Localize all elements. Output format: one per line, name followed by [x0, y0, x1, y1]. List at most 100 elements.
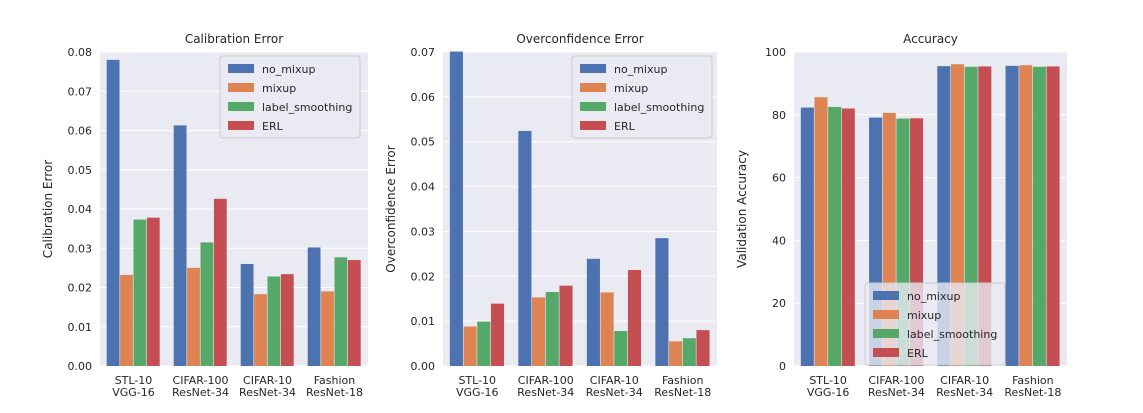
legend-swatch-no-mixup — [580, 64, 606, 73]
bar-mixup — [187, 267, 200, 366]
bar-no-mixup — [240, 263, 254, 366]
legend-swatch-mixup — [873, 310, 899, 319]
y-tick-label: 0.04 — [68, 203, 93, 216]
bar-no-mixup — [173, 125, 187, 367]
legend-label: no_mixup — [614, 63, 667, 76]
bar-mixup — [1019, 65, 1033, 367]
legend-swatch-label-smoothing — [580, 102, 606, 111]
x-tick-label: CIFAR-100 ResNet-34 — [172, 374, 229, 399]
bar-no-mixup — [518, 130, 532, 366]
legend-label: label_smoothing — [614, 101, 704, 114]
bar-mixup — [532, 297, 546, 366]
y-tick-label: 20 — [772, 297, 786, 310]
y-tick-label: 0 — [779, 360, 786, 373]
bar-label-smoothing — [334, 257, 348, 366]
legend-swatch-mixup — [228, 83, 254, 92]
bar-mixup — [254, 294, 267, 366]
bar-label-smoothing — [682, 338, 696, 366]
bar-no-mixup — [800, 107, 814, 366]
legend-swatch-label-smoothing — [873, 329, 899, 338]
x-tick-label: Fashion ResNet-18 — [654, 374, 711, 399]
bar-no-mixup — [106, 59, 120, 366]
legend-label: label_smoothing — [262, 101, 352, 114]
y-tick-label: 0.00 — [411, 360, 436, 373]
bar-ERL — [347, 260, 361, 366]
bar-no-mixup — [449, 51, 463, 367]
legend-swatch-ERL — [228, 121, 254, 130]
bar-ERL — [559, 285, 573, 366]
y-tick-label: 0.06 — [68, 125, 93, 138]
y-tick-label: 0.03 — [411, 225, 436, 238]
y-axis-label: Overconfidence Error — [384, 145, 398, 272]
y-tick-label: 0.00 — [68, 360, 93, 373]
legend-label: no_mixup — [907, 290, 960, 303]
legend-label: mixup — [614, 82, 648, 95]
bar-ERL — [146, 217, 160, 366]
chart-title: Overconfidence Error — [516, 32, 643, 46]
bar-label-smoothing — [545, 291, 559, 366]
y-tick-label: 0.02 — [68, 282, 93, 295]
x-tick-label: CIFAR-100 ResNet-34 — [517, 374, 574, 399]
bar-ERL — [1046, 66, 1060, 366]
bar-label-smoothing — [1032, 66, 1046, 367]
y-tick-label: 0.01 — [68, 321, 93, 334]
y-tick-label: 80 — [772, 109, 786, 122]
legend-frame — [219, 55, 361, 139]
y-tick-label: 0.04 — [411, 181, 436, 194]
bar-mixup — [321, 291, 334, 366]
chart-title: Accuracy — [903, 32, 958, 46]
legend-swatch-no-mixup — [228, 64, 254, 73]
chart-1: 0.00 0.01 0.02 0.03 0.04 0.05 0.06 0.07 0.08 STL-… — [41, 32, 368, 399]
bar-ERL — [627, 270, 642, 366]
bar-mixup — [669, 341, 683, 366]
chart-3: 0 20 40 60 80 100 STL-10 VGG-16 CIFAR-100 ResNet-… — [735, 32, 1067, 399]
x-tick-label: CIFAR-10 ResNet-34 — [936, 374, 993, 399]
bar-label-smoothing — [477, 321, 491, 366]
y-tick-label: 0.07 — [68, 85, 93, 98]
chart-title: Calibration Error — [185, 32, 283, 46]
legend-swatch-ERL — [580, 121, 606, 130]
bar-label-smoothing — [133, 219, 147, 366]
legend-swatch-no-mixup — [873, 291, 899, 300]
legend-label: ERL — [614, 120, 636, 133]
bar-no-mixup — [655, 238, 669, 366]
bar-no-mixup — [1005, 65, 1019, 366]
legend-frame — [571, 55, 713, 139]
x-tick-label: CIFAR-100 ResNet-34 — [868, 374, 925, 399]
y-tick-label: 0.03 — [68, 242, 93, 255]
x-tick-label: STL-10 VGG-16 — [456, 374, 499, 399]
y-tick-label: 0.02 — [411, 270, 436, 283]
bar-label-smoothing — [614, 331, 628, 366]
legend-label: mixup — [907, 309, 941, 322]
y-axis-label: Calibration Error — [41, 160, 55, 258]
bar-ERL — [213, 198, 227, 366]
y-tick-label: 100 — [765, 46, 786, 59]
x-tick-label: CIFAR-10 ResNet-34 — [586, 374, 643, 399]
y-tick-label: 0.06 — [411, 91, 436, 104]
y-tick-label: 60 — [772, 172, 786, 185]
bar-mixup — [814, 97, 828, 366]
legend-swatch-label-smoothing — [228, 102, 254, 111]
y-tick-label: 0.05 — [411, 136, 436, 149]
bar-ERL — [280, 274, 294, 366]
bar-mixup — [463, 326, 477, 366]
y-tick-label: 0.07 — [411, 46, 436, 59]
bar-label-smoothing — [828, 106, 842, 366]
x-tick-label: Fashion ResNet-18 — [306, 374, 363, 399]
bar-label-smoothing — [267, 276, 281, 366]
legend-label: ERL — [262, 120, 284, 133]
y-axis-label: Validation Accuracy — [735, 150, 749, 268]
chart-2: 0.00 0.01 0.02 0.03 0.04 0.05 0.06 0.07 STL-10 VG… — [384, 32, 717, 399]
x-tick-label: STL-10 VGG-16 — [112, 374, 155, 399]
bar-mixup — [120, 274, 133, 366]
y-tick-label: 0.05 — [68, 164, 93, 177]
bar-mixup — [600, 292, 614, 366]
bar-ERL — [841, 108, 855, 367]
legend-label: no_mixup — [262, 63, 315, 76]
legend-swatch-mixup — [580, 83, 606, 92]
y-tick-label: 0.08 — [68, 46, 93, 59]
y-tick-label: 40 — [772, 234, 786, 247]
